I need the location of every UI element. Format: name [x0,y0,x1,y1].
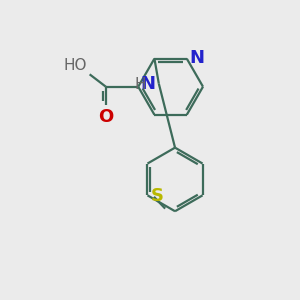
Text: HO: HO [64,58,87,73]
Text: H: H [134,77,146,92]
Text: O: O [98,109,113,127]
Text: S: S [150,187,164,205]
Text: N: N [140,75,155,93]
Text: N: N [190,49,205,67]
